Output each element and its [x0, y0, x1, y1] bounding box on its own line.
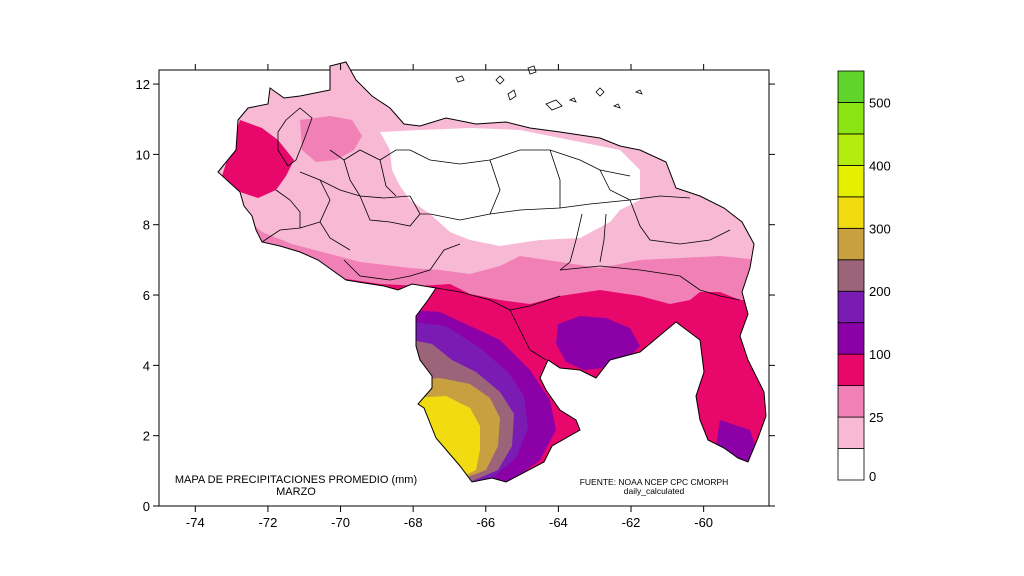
- legend-label: 500: [869, 95, 891, 110]
- precip-100-zone-east: [700, 340, 756, 450]
- precipitation-field: [218, 62, 766, 482]
- legend-label: 200: [869, 284, 891, 299]
- islands: [455, 65, 643, 111]
- y-tick-label: 2: [143, 429, 150, 444]
- x-tick-label: -72: [259, 515, 278, 530]
- source-sublabel: daily_calculated: [624, 486, 685, 496]
- y-tick-label: 0: [143, 499, 150, 514]
- precip-0-zone: [380, 128, 640, 246]
- state-border: [343, 243, 461, 281]
- y-tick-label: 6: [143, 288, 150, 303]
- state-border: [261, 221, 321, 243]
- precip-25-100-zone-north: [300, 116, 362, 162]
- state-border: [343, 159, 361, 197]
- island: [634, 89, 643, 95]
- legend-label: 100: [869, 347, 891, 362]
- legend-swatch: [837, 164, 865, 198]
- legend-swatch: [837, 448, 865, 481]
- legend-label: 0: [869, 469, 876, 484]
- state-border: [359, 195, 421, 227]
- x-tick-label: -60: [694, 515, 713, 530]
- legend-swatch: [837, 385, 865, 418]
- x-tick-label: -66: [476, 515, 495, 530]
- state-border: [299, 171, 411, 199]
- x-tick-label: -68: [404, 515, 423, 530]
- island: [595, 87, 605, 97]
- legend-swatch: [837, 259, 865, 292]
- legend-swatch: [837, 322, 865, 355]
- legend-label: 400: [869, 158, 891, 173]
- source-label: FUENTE: NOAA NCEP CPC CMORPH: [580, 477, 729, 487]
- legend-label: 300: [869, 221, 891, 236]
- y-tick-label: 10: [136, 147, 150, 162]
- legend-swatch: [837, 353, 865, 387]
- legend-label: 25: [869, 410, 883, 425]
- x-tick-label: -62: [622, 515, 641, 530]
- lake-maracaibo: [277, 107, 313, 167]
- island: [527, 65, 537, 75]
- borders: [217, 61, 767, 483]
- state-border: [409, 149, 631, 177]
- state-border: [559, 213, 583, 271]
- state-border: [549, 149, 561, 208]
- legend-swatch: [837, 133, 865, 166]
- state-border: [599, 213, 607, 263]
- y-tick-label: 12: [136, 77, 150, 92]
- island: [568, 97, 577, 103]
- state-border: [379, 159, 397, 197]
- y-tick-label: 4: [143, 358, 150, 373]
- state-border: [599, 169, 631, 201]
- state-border: [409, 195, 430, 215]
- island: [455, 75, 465, 83]
- x-tick-label: -70: [331, 515, 350, 530]
- state-border: [509, 309, 547, 361]
- legend-swatch: [837, 102, 865, 135]
- y-tick-label: 8: [143, 218, 150, 233]
- state-border: [329, 149, 410, 161]
- precip-100-zone-west: [222, 120, 294, 198]
- country-outline: [217, 61, 767, 483]
- state-border: [559, 265, 741, 301]
- precip-100-200-zone-central: [556, 316, 640, 370]
- legend-swatch: [837, 416, 865, 449]
- legend-swatch: [837, 290, 865, 324]
- legend-swatch: [837, 227, 865, 261]
- island: [507, 89, 517, 101]
- x-tick-label: -64: [549, 515, 568, 530]
- state-border: [629, 199, 731, 245]
- state-border: [275, 189, 301, 228]
- precip-300-400-zone: [412, 396, 480, 478]
- legend-swatch: [837, 70, 865, 103]
- map-subtitle: MARZO: [276, 486, 316, 498]
- plot-frame: [158, 69, 770, 507]
- legend-swatch: [837, 196, 865, 229]
- map-title: MAPA DE PRECIPITACIONES PROMEDIO (mm): [175, 474, 417, 486]
- x-tick-label: -74: [186, 515, 205, 530]
- legend-colorbar: 0 25 100 200 300 400 500: [837, 70, 891, 484]
- island: [545, 99, 563, 111]
- axis-ticks: -74 -72 -70 -68 -66 -64 -62 -60 0 2 4 6 8 10 12: [136, 64, 775, 530]
- island: [612, 103, 621, 109]
- state-border: [489, 159, 501, 215]
- island: [495, 75, 505, 85]
